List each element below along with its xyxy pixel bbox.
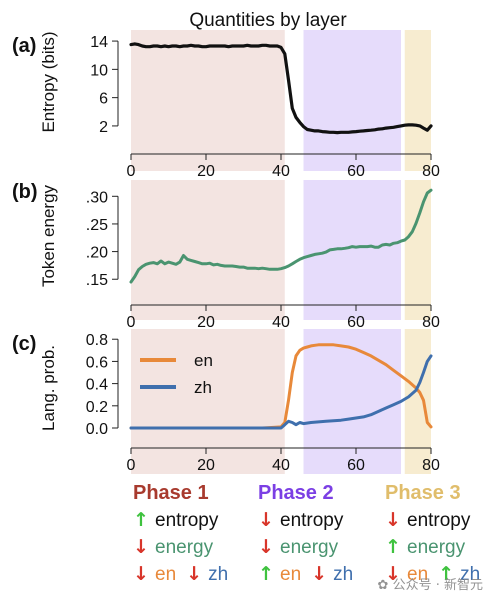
y-tick-label: 0.0 [86, 421, 108, 438]
arrow-down-icon: ↓ [186, 563, 203, 585]
y-tick-label: .15 [86, 272, 108, 289]
trend-label: energy [407, 537, 466, 558]
series-line-s0 [129, 188, 433, 284]
x-tick-label: 0 [127, 314, 136, 331]
x-tick-label: 20 [197, 163, 215, 180]
phase-title: Phase 2 [258, 482, 334, 504]
arrow-down-icon: ↓ [258, 536, 274, 558]
arrow-up-icon: ↑ [258, 563, 274, 585]
panel-b: (b) Token energy .15 .20 .25 .30 0 20 40 60 80 [12, 180, 440, 331]
phase-column-2: Phase 2 ↓ entropy ↓ energy ↑ en ↓ zh [258, 480, 408, 588]
phase-trend-row: ↓ energy [133, 534, 283, 561]
arrow-down-icon: ↓ [133, 536, 149, 558]
x-tick-label: 80 [422, 457, 440, 474]
x-tick-label: 40 [272, 314, 290, 331]
arrow-down-icon: ↓ [258, 509, 274, 531]
x-tick-label: 60 [347, 163, 365, 180]
figure-title: Quantities by layer [189, 10, 347, 31]
y-tick-label: 0.6 [86, 354, 108, 371]
x-tick-label: 40 [272, 457, 290, 474]
y-axis-label: Token energy [39, 184, 58, 287]
y-tick-label: 0.2 [86, 399, 108, 416]
arrow-up-icon: ↑ [438, 563, 455, 585]
arrow-up-icon: ↑ [385, 536, 401, 558]
phase-trend-row: ↓ en ↓ zh [133, 561, 283, 588]
phase-band-2 [303, 180, 401, 320]
y-tick-label: .20 [86, 245, 108, 262]
arrow-down-icon: ↓ [133, 563, 149, 585]
trend-label: entropy [280, 510, 344, 531]
trend-label: entropy [407, 510, 471, 531]
panel-a: (a) Entropy (bits) 2 6 10 14 0 20 40 60 80 [12, 30, 440, 180]
trend-label: en [407, 564, 429, 585]
phase-trend-row: ↓ energy [258, 534, 408, 561]
trend-label: en [155, 564, 177, 585]
phase-band-3 [404, 329, 431, 474]
watermark-text: 公众号 · 新智元 [392, 578, 483, 593]
wechat-logo-icon: ✿ [377, 578, 389, 593]
x-tick-label: 80 [422, 163, 440, 180]
trend-label: zh [460, 564, 481, 585]
phase-legend: Phase 1 ↑ entropy ↓ energy ↓ en ↓ zh Phase 2 ↓ entr… [0, 480, 491, 605]
panel-c: (c)Lang. prob. 0.0 0.2 0.4 0.6 0.8 0 20 40 60 80 en… [12, 329, 440, 474]
y-tick-label: 6 [99, 91, 108, 108]
phase-trend-row: ↓ entropy [385, 507, 491, 534]
phase-trend-row: ↑ entropy [133, 507, 283, 534]
y-tick-label: .25 [86, 217, 108, 234]
x-tick-label: 40 [272, 163, 290, 180]
x-tick-label: 20 [197, 314, 215, 331]
phase-column-3: Phase 3 ↓ entropy ↑ energy ↓ en ↑ zh [385, 480, 491, 588]
panel-label: (c) [12, 333, 36, 355]
trend-label: en [280, 564, 302, 585]
panel-label: (b) [12, 181, 38, 203]
x-tick-label: 60 [347, 457, 365, 474]
y-tick-label: 14 [90, 34, 108, 51]
y-tick-label: 2 [99, 119, 108, 136]
y-tick-label: 0.4 [86, 377, 108, 394]
phase-title: Phase 1 [133, 482, 209, 504]
arrow-down-icon: ↓ [385, 509, 401, 531]
trend-label: zh [208, 564, 229, 585]
series-line-zh [129, 354, 433, 430]
phase-band-1 [131, 30, 285, 171]
x-tick-label: 0 [127, 457, 136, 474]
x-tick-label: 20 [197, 457, 215, 474]
panel-label: (a) [12, 35, 36, 57]
y-tick-label: .30 [86, 189, 108, 206]
trend-label: zh [333, 564, 354, 585]
arrow-down-icon: ↓ [311, 563, 328, 585]
y-axis-label: Lang. prob. [39, 345, 58, 431]
series-line-s0 [129, 42, 433, 135]
phase-band-3 [404, 30, 431, 171]
phase-band-2 [303, 329, 401, 474]
x-tick-label: 80 [422, 314, 440, 331]
trend-label: energy [155, 537, 214, 558]
legend-label-en: en [194, 351, 213, 370]
phase-column-1: Phase 1 ↑ entropy ↓ energy ↓ en ↓ zh [133, 480, 283, 588]
phase-trend-row: ↓ en ↑ zh [385, 561, 491, 588]
phase-band-3 [404, 180, 431, 320]
phase-band-1 [131, 180, 285, 320]
y-axis-label: Entropy (bits) [39, 31, 58, 132]
trend-label: entropy [155, 510, 219, 531]
arrow-up-icon: ↑ [133, 509, 149, 531]
x-tick-label: 0 [127, 163, 136, 180]
phase-title: Phase 3 [385, 482, 461, 504]
phase-trend-row: ↓ entropy [258, 507, 408, 534]
watermark: ✿ 公众号 · 新智元 [378, 574, 483, 593]
phase-band-1 [131, 329, 285, 474]
legend-label-zh: zh [194, 378, 212, 397]
y-tick-label: 0.8 [86, 332, 108, 349]
phase-trend-row: ↑ en ↓ zh [258, 561, 408, 588]
trend-label: energy [280, 537, 339, 558]
y-tick-label: 10 [90, 62, 108, 79]
x-tick-label: 60 [347, 314, 365, 331]
arrow-down-icon: ↓ [385, 563, 401, 585]
phase-band-2 [303, 30, 401, 171]
phase-trend-row: ↑ energy [385, 534, 491, 561]
